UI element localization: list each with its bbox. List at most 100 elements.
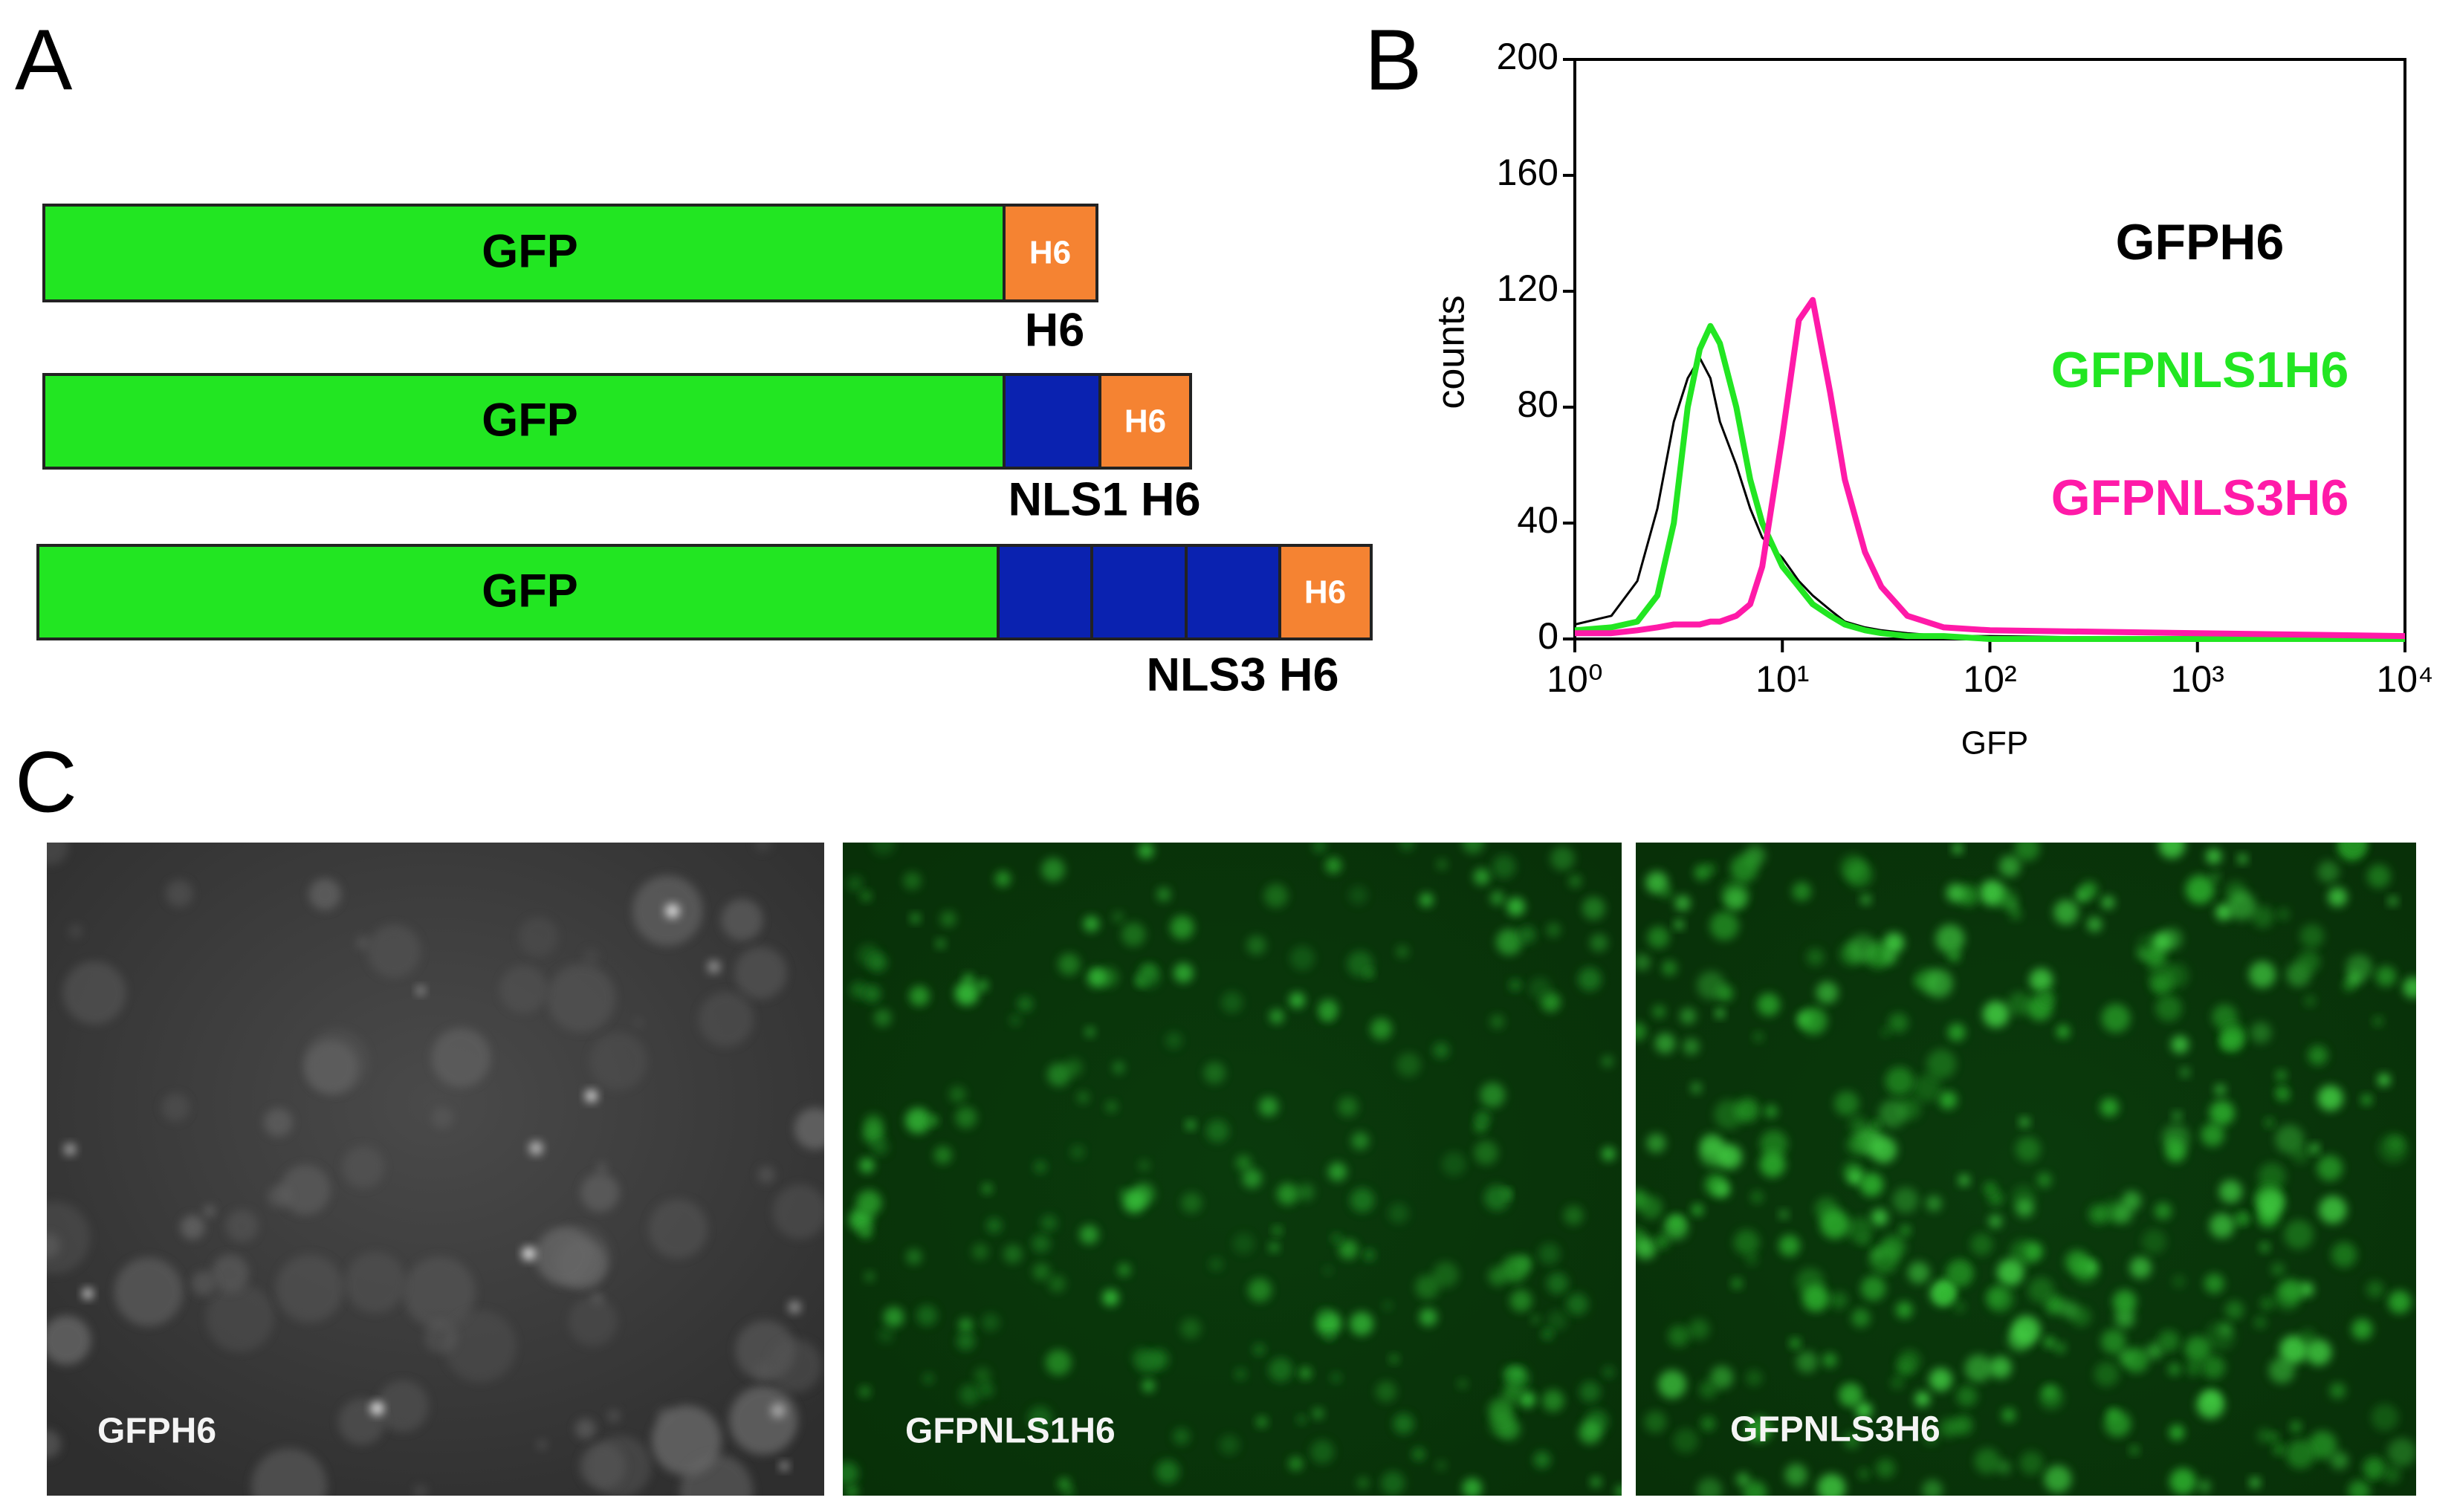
texture-spot (1760, 1129, 1788, 1158)
texture-spot (1436, 1460, 1447, 1471)
texture-spot (424, 1320, 458, 1354)
texture-spot (607, 1409, 621, 1423)
texture-spot (1636, 1022, 1647, 1041)
texture-spot (2257, 1428, 2273, 1444)
texture-spot (940, 911, 956, 927)
texture-spot (1843, 1432, 1861, 1450)
texture-spot (928, 1115, 939, 1126)
texture-spot (1779, 1210, 1789, 1219)
texture-spot (2348, 1480, 2371, 1496)
texture-spot (2006, 899, 2019, 911)
texture-spot (2087, 917, 2102, 932)
texture-spot (2375, 966, 2397, 987)
texture-spot (2317, 860, 2340, 883)
texture-spot (1871, 1120, 1881, 1129)
texture-spot (1509, 979, 1521, 991)
texture-spot (1939, 1091, 1958, 1109)
texture-spot (367, 924, 421, 978)
texture-spot (2186, 1360, 2202, 1376)
texture-spot (1989, 1356, 2012, 1379)
texture-spot (1298, 1366, 1312, 1380)
texture-spot (62, 961, 126, 1025)
texture-spot (1350, 1311, 1374, 1336)
texture-spot (2304, 995, 2317, 1008)
texture-spot (2271, 1262, 2285, 1276)
texture-spot (771, 1403, 786, 1418)
texture-spot (2227, 891, 2256, 921)
texture-spot (2172, 1111, 2182, 1121)
texture-spot (2388, 896, 2398, 906)
nls-box (1185, 544, 1281, 640)
texture-spot (1258, 1097, 1279, 1117)
texture-spot (1396, 945, 1409, 958)
texture-spot (1914, 1391, 1930, 1407)
texture-spot (974, 1367, 991, 1384)
texture-spot (1881, 1028, 1891, 1037)
texture-spot (1735, 1473, 1750, 1487)
texture-spot (211, 1254, 249, 1293)
texture-spot (1235, 1155, 1252, 1171)
texture-spot (1393, 1413, 1414, 1435)
texture-spot (47, 1430, 62, 1459)
texture-spot (2172, 1275, 2186, 1288)
texture-spot (1079, 1224, 1099, 1245)
texture-spot (1952, 843, 1963, 854)
texture-spot (415, 986, 426, 996)
texture-spot (1032, 1234, 1051, 1253)
texture-spot (2180, 1067, 2190, 1077)
texture-spot (2285, 1439, 2316, 1469)
texture-spot (1746, 1416, 1773, 1443)
texture-spot (922, 1372, 934, 1385)
texture-spot (2054, 1342, 2066, 1354)
texture-spot (1759, 1151, 1786, 1178)
texture-spot (2152, 932, 2172, 952)
texture-spot (2201, 1355, 2226, 1379)
y-tick-label: 0 (1538, 615, 1558, 657)
texture-spot (1615, 1485, 1622, 1496)
texture-spot (910, 913, 920, 924)
construct-caption: NLS3 H6 (1146, 649, 1338, 701)
texture-spot (2318, 1195, 2347, 1224)
texture-spot (342, 1146, 384, 1189)
texture-spot (1185, 1120, 1196, 1130)
micrograph (47, 843, 824, 1496)
texture-spot (2224, 1300, 2244, 1320)
texture-spot (1058, 1477, 1071, 1490)
panel-label: A (15, 12, 73, 108)
texture-spot (2210, 1213, 2235, 1239)
x-tick-label: 10² (1963, 658, 2016, 700)
texture-spot (1745, 1369, 1763, 1386)
texture-spot (2168, 1363, 2181, 1376)
texture-spot (2007, 1327, 2032, 1352)
texture-spot (47, 1315, 91, 1365)
texture-spot (2291, 1145, 2311, 1164)
texture-spot (1855, 1402, 1873, 1419)
texture-spot (909, 985, 930, 1007)
texture-spot (1956, 1386, 1978, 1407)
texture-spot (529, 1141, 543, 1155)
texture-spot (304, 1040, 358, 1094)
texture-spot (574, 1418, 596, 1439)
texture-spot (1087, 968, 1107, 988)
texture-spot (582, 948, 600, 966)
texture-spot (1382, 1300, 1393, 1311)
texture-spot (1935, 924, 1965, 954)
segment-label: GFP (482, 565, 578, 617)
texture-spot (2198, 1479, 2211, 1493)
texture-spot (2129, 1445, 2139, 1455)
texture-spot (1914, 976, 1924, 986)
texture-spot (1568, 874, 1582, 888)
texture-spot (1683, 1038, 1700, 1055)
texture-spot (1566, 1293, 1589, 1316)
texture-spot (665, 903, 680, 918)
texture-spot (1325, 857, 1342, 874)
texture-spot (1338, 1097, 1359, 1117)
texture-spot (1256, 1416, 1268, 1428)
texture-spot (1636, 954, 1651, 971)
texture-spot (1263, 883, 1289, 908)
texture-spot (1792, 881, 1812, 901)
texture-spot (377, 1380, 429, 1432)
texture-spot (1953, 1300, 1966, 1313)
texture-spot (2211, 872, 2221, 882)
texture-spot (2029, 968, 2053, 992)
